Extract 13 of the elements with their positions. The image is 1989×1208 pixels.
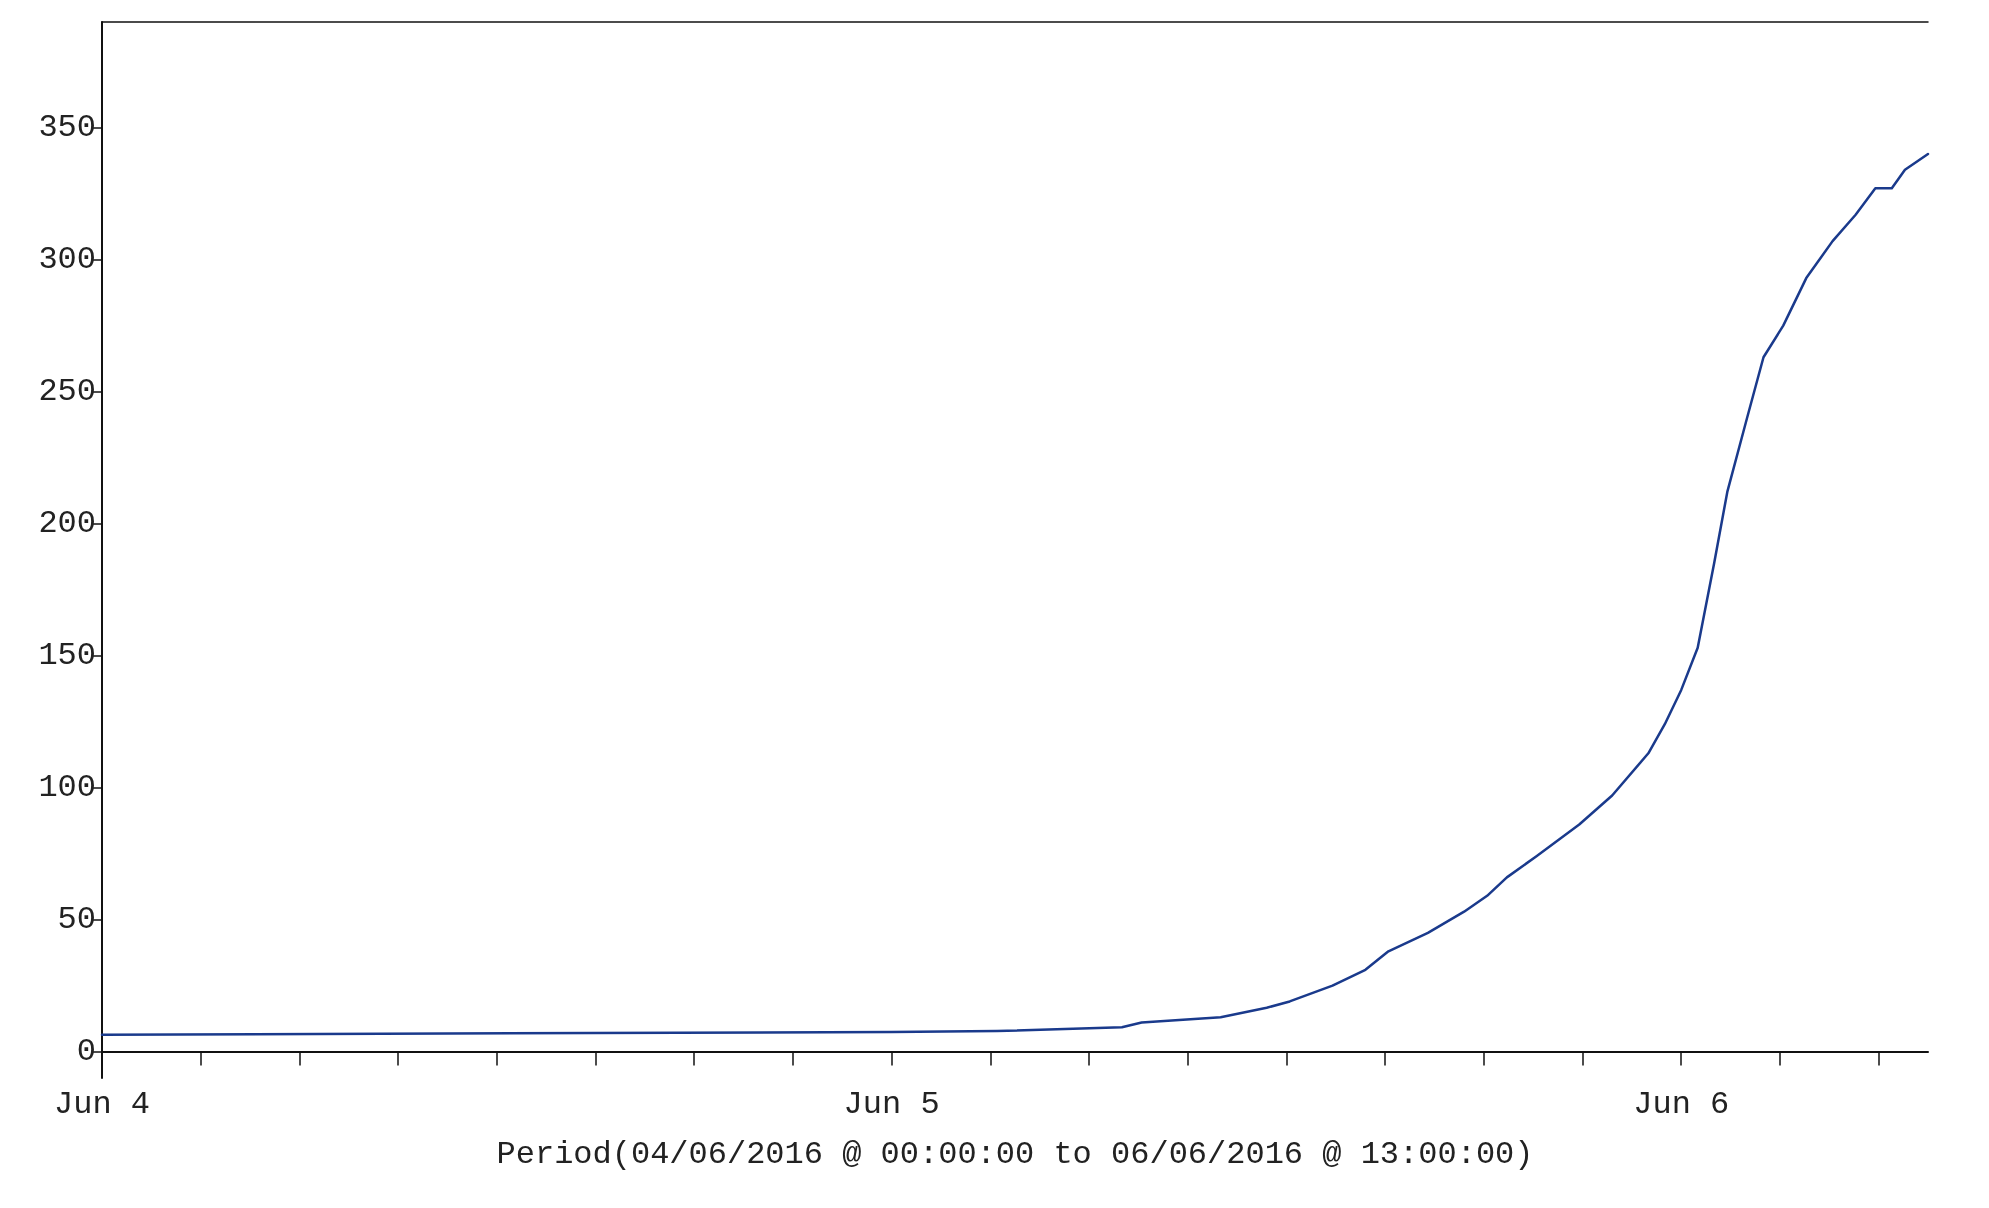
x-tick-label: Jun 4	[53, 1085, 151, 1123]
x-tick-label: Jun 5	[843, 1085, 940, 1123]
y-tick-label: 0	[76, 1033, 96, 1071]
y-tick-label: 100	[38, 769, 96, 807]
x-axis-title: Period(04/06/2016 @ 00:00:00 to 06/06/2016 @ 13:00:00)	[496, 1135, 1534, 1173]
y-tick-label: 250	[38, 373, 96, 411]
y-tick-label: 350	[38, 109, 96, 147]
y-tick-label: 300	[38, 241, 96, 279]
y-tick-label: 150	[38, 637, 96, 675]
line-series	[100, 152, 1930, 1036]
y-tick-label: 200	[38, 505, 96, 543]
x-tick-label: Jun 6	[1633, 1085, 1730, 1123]
y-tick-label: 50	[57, 901, 96, 939]
